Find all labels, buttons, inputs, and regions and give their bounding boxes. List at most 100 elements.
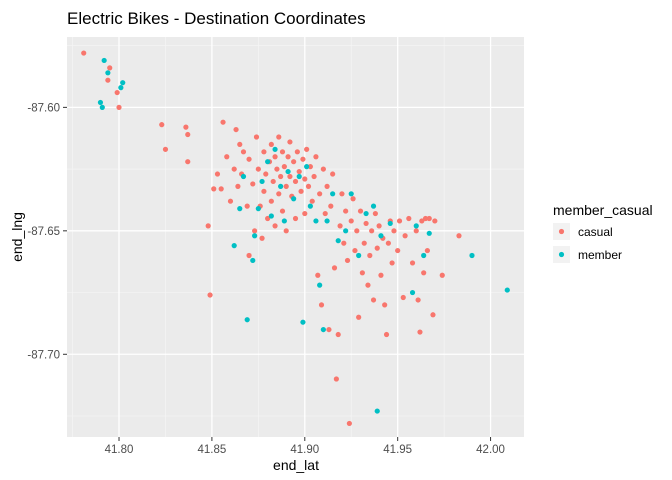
point-member: [296, 173, 302, 180]
point-casual: [326, 326, 332, 333]
point-member: [272, 146, 278, 152]
point-member: [374, 408, 380, 414]
point-casual: [250, 181, 256, 187]
point-casual: [272, 223, 278, 229]
point-casual: [396, 218, 403, 224]
point-casual: [278, 173, 284, 180]
point-casual: [207, 292, 213, 298]
point-casual: [352, 247, 358, 254]
point-member: [101, 57, 107, 64]
point-casual: [291, 159, 297, 165]
point-member: [304, 164, 310, 170]
point-member: [378, 233, 384, 239]
point-member: [255, 206, 261, 212]
point-member: [469, 252, 475, 259]
point-member: [307, 203, 313, 209]
point-casual: [218, 186, 224, 192]
point-casual: [268, 198, 274, 204]
point-casual: [252, 228, 258, 234]
point-casual: [413, 228, 419, 234]
point-casual: [432, 218, 438, 224]
point-member: [348, 191, 354, 197]
point-casual: [227, 198, 234, 204]
point-casual: [317, 191, 323, 197]
x-axis-title: end_lat: [273, 457, 319, 473]
point-member: [363, 210, 369, 217]
point-member: [244, 317, 250, 323]
point-casual: [417, 329, 423, 335]
point-casual: [302, 176, 308, 182]
point-member: [313, 218, 319, 224]
point-casual: [409, 260, 416, 266]
point-casual: [367, 252, 373, 259]
point-casual: [292, 178, 299, 185]
point-member: [370, 203, 377, 209]
point-casual: [333, 376, 339, 382]
point-member: [421, 252, 427, 259]
point-casual: [337, 223, 343, 229]
data-points: [81, 50, 510, 427]
point-member: [387, 220, 393, 227]
point-casual: [395, 247, 401, 254]
point-casual: [354, 228, 360, 234]
point-casual: [281, 164, 287, 170]
point-casual: [376, 223, 382, 229]
point-casual: [365, 282, 371, 288]
point-casual: [307, 164, 313, 170]
point-casual: [285, 154, 291, 160]
point-member: [237, 206, 243, 212]
point-casual: [357, 208, 364, 214]
point-casual: [383, 331, 390, 338]
point-casual: [237, 141, 243, 148]
point-member: [300, 319, 306, 325]
point-casual: [214, 171, 221, 177]
point-casual: [205, 223, 211, 229]
point-member: [268, 213, 274, 219]
point-casual: [324, 183, 330, 189]
point-casual: [162, 146, 169, 152]
point-casual: [159, 122, 165, 128]
point-casual: [419, 218, 425, 224]
point-member: [265, 159, 271, 165]
point-casual: [270, 178, 276, 185]
point-casual: [265, 215, 271, 222]
point-casual: [185, 159, 191, 165]
point-casual: [240, 149, 247, 155]
point-casual: [318, 302, 325, 308]
point-casual: [294, 149, 300, 155]
point-casual: [369, 228, 375, 234]
point-member: [240, 173, 247, 180]
point-member: [330, 191, 336, 197]
point-member: [409, 289, 416, 296]
point-casual: [261, 188, 267, 194]
point-casual: [406, 215, 412, 222]
point-casual: [276, 134, 282, 140]
point-member: [343, 228, 349, 234]
grid-lines: [67, 37, 524, 437]
point-casual: [421, 270, 427, 276]
point-casual: [304, 146, 310, 152]
point-casual: [309, 198, 315, 204]
point-casual: [255, 166, 261, 172]
point-casual: [276, 191, 282, 197]
point-casual: [322, 210, 328, 217]
point-member: [252, 233, 258, 239]
point-casual: [382, 302, 388, 308]
point-member: [426, 230, 432, 236]
point-member: [413, 223, 419, 229]
x-tick-label: 41.85: [198, 444, 227, 456]
point-casual: [235, 183, 241, 189]
x-tick-label: 41.80: [105, 444, 134, 456]
point-casual: [378, 272, 384, 278]
legend: member_casual casual member: [553, 202, 653, 263]
point-casual: [348, 218, 354, 224]
point-casual: [220, 119, 226, 125]
point-member: [320, 326, 326, 333]
point-member: [324, 218, 330, 224]
y-tick-label: -87.60: [27, 102, 60, 114]
point-casual: [183, 124, 189, 130]
point-casual: [344, 257, 351, 264]
point-casual: [279, 149, 286, 155]
point-casual: [311, 173, 317, 180]
